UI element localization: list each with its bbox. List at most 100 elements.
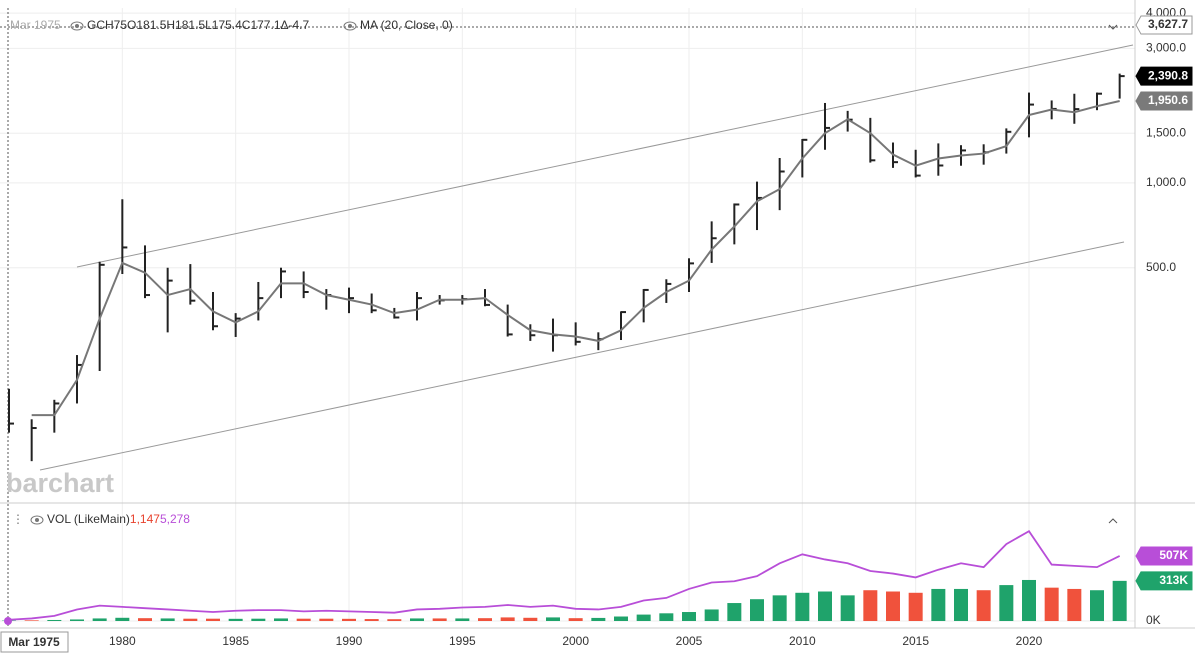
volume-bar [1022,579,1036,621]
volume-bar [523,617,538,621]
volume-bar [228,618,243,621]
ohlc-readout: H181.5 [166,18,205,32]
x-tick-label: 1980 [109,634,136,648]
y-tick-label: 3,000.0 [1146,40,1186,54]
price-tag [1135,66,1193,86]
price-tag [1135,571,1193,591]
trend-line [76,44,1134,268]
ohlc-readout: L175.4 [205,18,242,32]
price-tag-label: 1,950.6 [1148,93,1188,107]
volume-bar [319,618,334,621]
volume-bar [840,595,855,621]
collapse-button[interactable] [1108,518,1118,524]
volume-bar [478,618,492,621]
y-tick-label: 1,500.0 [1146,125,1186,139]
watermark: barchart [6,468,114,498]
legend-symbol: GCH75 [87,18,127,32]
oi-readout: 5,278 [160,512,190,526]
volume-bar [24,620,39,621]
price-tag-label: 313K [1159,573,1188,587]
volume-bar [999,585,1014,621]
ma-line [31,100,1120,417]
volume-bar [206,618,220,621]
volume-bar [387,619,402,621]
volume-bar [546,617,560,621]
price-tag-label: 3,627.7 [1148,17,1188,31]
trend-line [39,241,1125,471]
x-tick-label: 2015 [902,634,929,648]
volume-bar [636,614,651,621]
volume-bar [70,619,84,621]
volume-bar [274,618,288,621]
volume-bar [251,618,266,621]
volume-bar [614,616,628,621]
x-tick-label: 1995 [449,634,476,648]
volume-bar [818,591,832,621]
volume-bar [47,619,62,621]
y-tick-label: 500.0 [1146,260,1176,274]
date-readout: Mar 1975 [10,18,61,32]
volume-bar [455,618,470,621]
volume-bar [568,618,583,621]
eye-icon[interactable] [343,21,357,31]
volume-bar [1044,587,1059,621]
eye-icon[interactable] [70,21,84,31]
date-box [0,631,69,653]
y-tick-label: 0K [1146,613,1161,627]
volume-bar [1112,580,1127,621]
legend-title: VOL (LikeMain) [47,512,130,526]
volume-bar [138,618,152,621]
ohlc-legend: GCH75O181.5H181.5L175.4C177.1Δ-4.7 [87,18,310,32]
eye-icon[interactable] [30,515,44,525]
date-crosshair-label: Mar 1975 [8,635,60,649]
price-tag-label: 2,390.8 [1148,68,1188,82]
x-tick-label: 2000 [562,634,589,648]
volume-bar [908,592,923,621]
volume-bar [750,599,764,621]
volume-bar [183,618,198,621]
volume-bar [795,592,810,621]
volume-legend: VOL (LikeMain)1,1475,278 [47,512,190,526]
volume-bar [863,590,878,621]
volume-bar [886,591,900,621]
volume-bar [364,619,379,621]
volume-bar [659,613,674,621]
price-tag-label: 507K [1159,548,1188,562]
open-interest-line [8,530,1121,621]
volume-bar [1067,588,1082,621]
volume-bar [591,617,606,621]
ohlc-readout: C177.1 [242,18,281,32]
volume-bar [410,618,424,621]
volume-bar [931,588,946,621]
volume-bar [92,618,107,621]
x-tick-label: 1985 [222,634,249,648]
volume-bar [115,617,130,621]
volume-bar [727,603,742,621]
y-tick-label: 1,000.0 [1146,175,1186,189]
x-tick-label: 2010 [789,634,816,648]
volume-bar [954,588,968,621]
price-tag [1135,546,1193,566]
volume-readout: 1,147 [130,512,160,526]
volume-bar [342,618,356,621]
volume-bar [160,618,175,621]
volume-bar [704,609,719,621]
x-tick-label: 2005 [676,634,703,648]
x-tick-label: 1990 [336,634,363,648]
panel-icon: ⋮ [12,512,24,526]
volume-bar [976,590,991,621]
volume-bar [500,617,515,621]
ma-legend: MA (20, Close, 0) [360,18,453,32]
ohlc-readout: Δ-4.7 [281,18,310,32]
volume-bar [1090,590,1104,621]
volume-bar [682,612,696,621]
price-tag [1135,91,1193,111]
crosshair-dot [4,617,12,625]
price-tag [1135,15,1193,35]
collapse-button[interactable] [1108,24,1118,30]
x-tick-label: 2020 [1016,634,1043,648]
volume-bar [432,618,447,621]
volume-bar [772,595,787,621]
